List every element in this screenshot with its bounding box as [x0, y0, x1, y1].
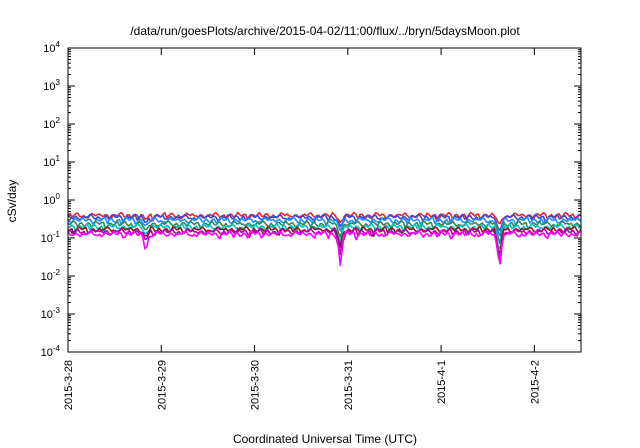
- series-lines: [67, 211, 582, 267]
- x-axis-label: Coordinated Universal Time (UTC): [233, 432, 417, 446]
- y-tick-label: 10-2: [41, 268, 61, 283]
- y-tick-label: 104: [43, 40, 60, 55]
- y-tick-label: 10-1: [41, 230, 61, 245]
- x-tick-label: 2015-4-2: [529, 360, 541, 404]
- y-axis-label: cSv/day: [5, 180, 19, 223]
- y-tick-label: 100: [43, 192, 60, 207]
- y-tick-label: 102: [43, 116, 60, 131]
- series-line: [67, 223, 582, 250]
- y-tick-label: 10-3: [41, 306, 61, 321]
- x-tick-label: 2015-3-29: [156, 360, 168, 410]
- series-line: [67, 230, 582, 267]
- plot-frame: [67, 47, 582, 353]
- x-tick-label: 2015-3-28: [63, 360, 75, 410]
- x-tick-label: 2015-3-31: [343, 360, 355, 410]
- y-tick-label: 103: [43, 78, 60, 93]
- series-line: [67, 216, 582, 237]
- y-tick-label: 101: [43, 154, 60, 169]
- chart-title: /data/run/goesPlots/archive/2015-04-02/1…: [130, 24, 520, 38]
- x-tick-label: 2015-4-1: [436, 360, 448, 404]
- x-tick-label: 2015-3-30: [250, 360, 262, 410]
- y-tick-label: 10-4: [41, 344, 61, 359]
- axis-ticks: 10-4 10-3 10-2 10-1 100 101 102 103 104 2015-3-28…: [41, 40, 581, 410]
